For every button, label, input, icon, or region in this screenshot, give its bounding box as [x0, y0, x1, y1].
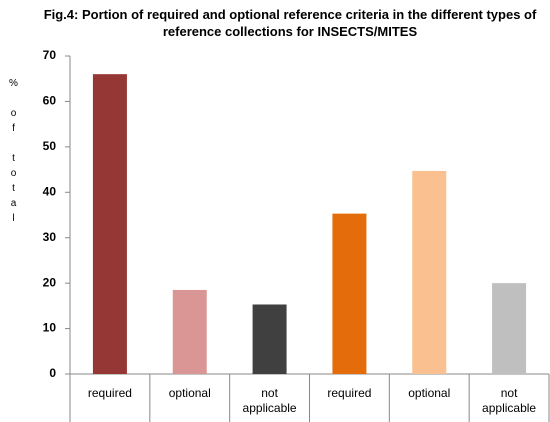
x-tick-label: optional: [408, 386, 451, 400]
bar: [412, 170, 447, 374]
bar: [492, 283, 527, 374]
bar: [252, 304, 287, 374]
y-tick-label: 0: [49, 366, 56, 380]
y-tick-label: 10: [43, 321, 57, 335]
x-tick-label: required: [327, 386, 372, 400]
y-tick-label: 60: [43, 94, 57, 108]
x-tick-label: optional: [168, 386, 211, 400]
y-tick-label: 50: [43, 139, 57, 153]
chart-title: Fig.4: Portion of required and optional …: [43, 7, 537, 39]
bar: [172, 289, 207, 374]
x-tick-label: not applicable: [242, 386, 297, 415]
y-tick-label: 70: [43, 48, 57, 62]
x-tick-label: not applicable: [482, 386, 537, 415]
y-tick-label: 30: [43, 230, 57, 244]
y-tick-label: 20: [43, 275, 57, 289]
y-axis-label: % of total: [8, 78, 19, 228]
bar: [92, 74, 127, 375]
x-tick-label: required: [87, 386, 132, 400]
bar: [332, 213, 367, 374]
y-tick-label: 40: [43, 184, 57, 198]
